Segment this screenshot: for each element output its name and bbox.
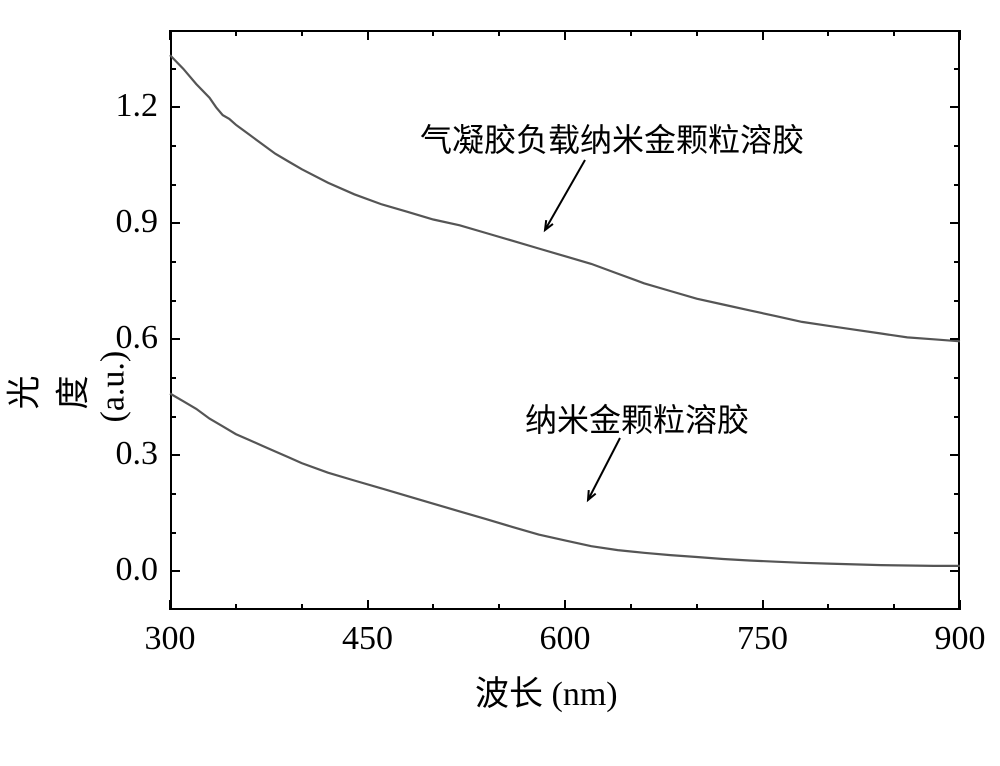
series-aerogel [170, 55, 960, 341]
y-tick-label: 0.9 [116, 203, 159, 241]
y-tick-major [170, 222, 180, 224]
y-tick-minor-right [954, 377, 960, 379]
y-tick-minor-right [954, 68, 960, 70]
y-tick-major-right [950, 454, 960, 456]
x-tick-minor-top [630, 30, 632, 36]
y-tick-minor-right [954, 493, 960, 495]
y-tick-minor [170, 532, 176, 534]
x-tick-major [564, 600, 566, 610]
x-tick-minor-top [432, 30, 434, 36]
y-tick-major-right [950, 106, 960, 108]
y-tick-minor [170, 377, 176, 379]
x-tick-major-top [762, 30, 764, 40]
y-tick-minor [170, 416, 176, 418]
y-tick-major [170, 570, 180, 572]
y-tick-minor-right [954, 145, 960, 147]
y-tick-label: 0.0 [116, 551, 159, 589]
series-label-aerogel: 气凝胶负载纳米金颗粒溶胶 [420, 115, 804, 161]
y-tick-minor [170, 493, 176, 495]
chart-container: 3004506007509000.00.30.60.91.2 吸光度 (a.u.… [0, 0, 1000, 766]
y-tick-major-right [950, 338, 960, 340]
y-tick-major [170, 338, 180, 340]
y-tick-minor-right [954, 261, 960, 263]
x-tick-label: 300 [135, 620, 205, 658]
x-tick-minor [498, 604, 500, 610]
x-tick-minor-top [696, 30, 698, 36]
x-tick-minor-top [235, 30, 237, 36]
x-tick-label: 450 [333, 620, 403, 658]
y-axis-label: 吸光度 (a.u.) [0, 363, 133, 423]
x-tick-label: 600 [530, 620, 600, 658]
x-tick-major [762, 600, 764, 610]
x-tick-minor-top [301, 30, 303, 36]
y-tick-major-right [950, 570, 960, 572]
y-tick-minor [170, 261, 176, 263]
x-tick-label: 750 [728, 620, 798, 658]
y-tick-minor [170, 184, 176, 186]
x-tick-major-top [959, 30, 961, 40]
y-tick-minor [170, 145, 176, 147]
y-tick-major-right [950, 222, 960, 224]
x-tick-major-top [367, 30, 369, 40]
y-tick-major [170, 454, 180, 456]
x-tick-label: 900 [925, 620, 995, 658]
y-tick-major [170, 106, 180, 108]
x-tick-minor-top [893, 30, 895, 36]
x-tick-minor [696, 604, 698, 610]
y-tick-minor-right [954, 416, 960, 418]
y-tick-label: 0.3 [116, 435, 159, 473]
x-tick-minor-top [827, 30, 829, 36]
x-tick-minor [432, 604, 434, 610]
y-tick-minor-right [954, 300, 960, 302]
x-axis-label: 波长 (nm) [475, 666, 618, 715]
arrow-line-aerogel [545, 160, 585, 230]
y-tick-minor-right [954, 532, 960, 534]
x-tick-minor [301, 604, 303, 610]
y-tick-minor [170, 300, 176, 302]
series-label-nanogold: 纳米金颗粒溶胶 [525, 395, 749, 441]
x-tick-major [959, 600, 961, 610]
x-tick-major-top [564, 30, 566, 40]
x-tick-minor [630, 604, 632, 610]
y-tick-label: 1.2 [116, 87, 159, 125]
arrow-line-nanogold [588, 438, 620, 500]
x-tick-minor-top [498, 30, 500, 36]
x-tick-major [367, 600, 369, 610]
x-tick-minor [235, 604, 237, 610]
x-tick-minor [827, 604, 829, 610]
x-tick-major [169, 600, 171, 610]
x-tick-major-top [169, 30, 171, 40]
y-tick-minor-right [954, 184, 960, 186]
y-tick-minor [170, 68, 176, 70]
x-tick-minor [893, 604, 895, 610]
